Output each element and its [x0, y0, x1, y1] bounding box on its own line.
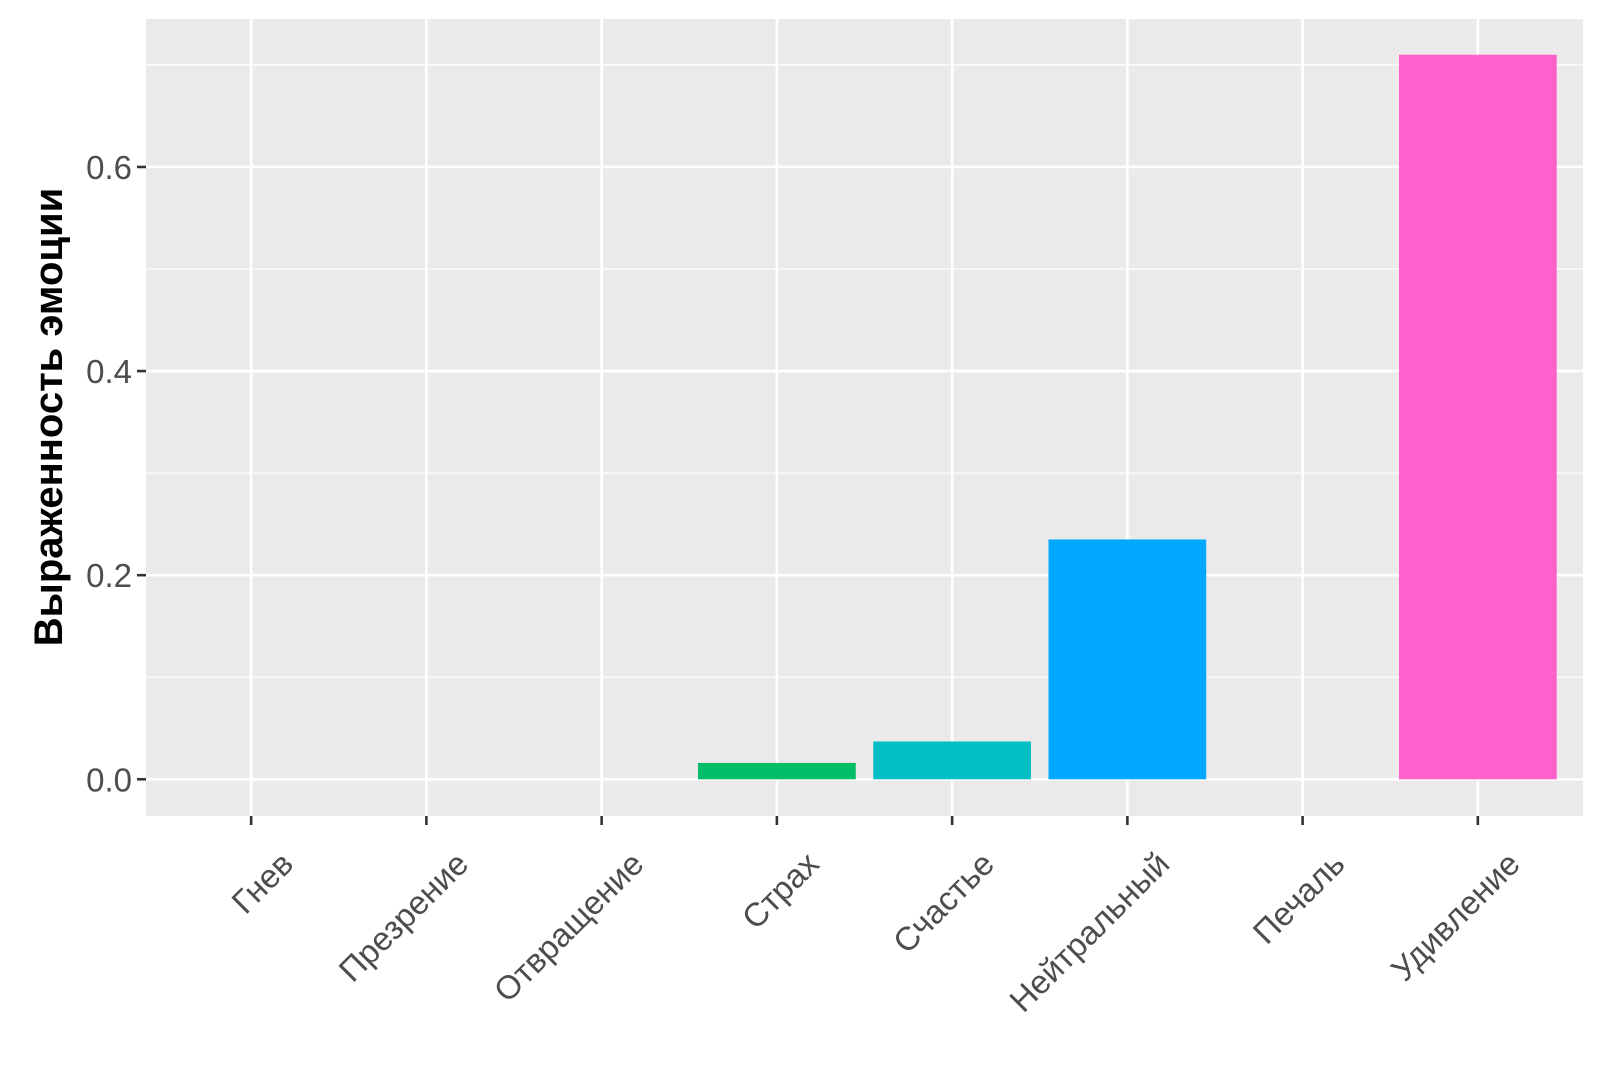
y-tick-label: 0.2: [86, 557, 132, 594]
x-tick-label: Счастье: [886, 845, 1001, 960]
plot-panel: [146, 19, 1583, 816]
x-axis: Гнев Презрение Отвращение Страх Счастье Нейтр…: [224, 816, 1527, 1019]
y-axis: 0.0 0.2 0.4 0.6: [86, 149, 146, 798]
x-tick-label: Страх: [735, 844, 827, 936]
bar: [1398, 54, 1557, 780]
y-tick-label: 0.4: [86, 353, 132, 390]
x-tick-label: Удивление: [1384, 845, 1527, 988]
bar: [1048, 539, 1207, 780]
x-tick-label: Отвращение: [486, 845, 650, 1009]
y-axis-title: Выраженность эмоции: [27, 188, 71, 646]
x-tick-label: Гнев: [224, 845, 300, 921]
x-tick-label: Нейтральный: [1002, 845, 1176, 1019]
bar: [698, 762, 856, 780]
y-tick-label: 0.0: [86, 761, 132, 798]
bars: [698, 54, 1557, 780]
y-tick-label: 0.6: [86, 149, 132, 186]
bar: [873, 741, 1031, 780]
x-tick-label: Презрение: [331, 845, 475, 989]
x-tick-label: Печаль: [1246, 845, 1352, 951]
